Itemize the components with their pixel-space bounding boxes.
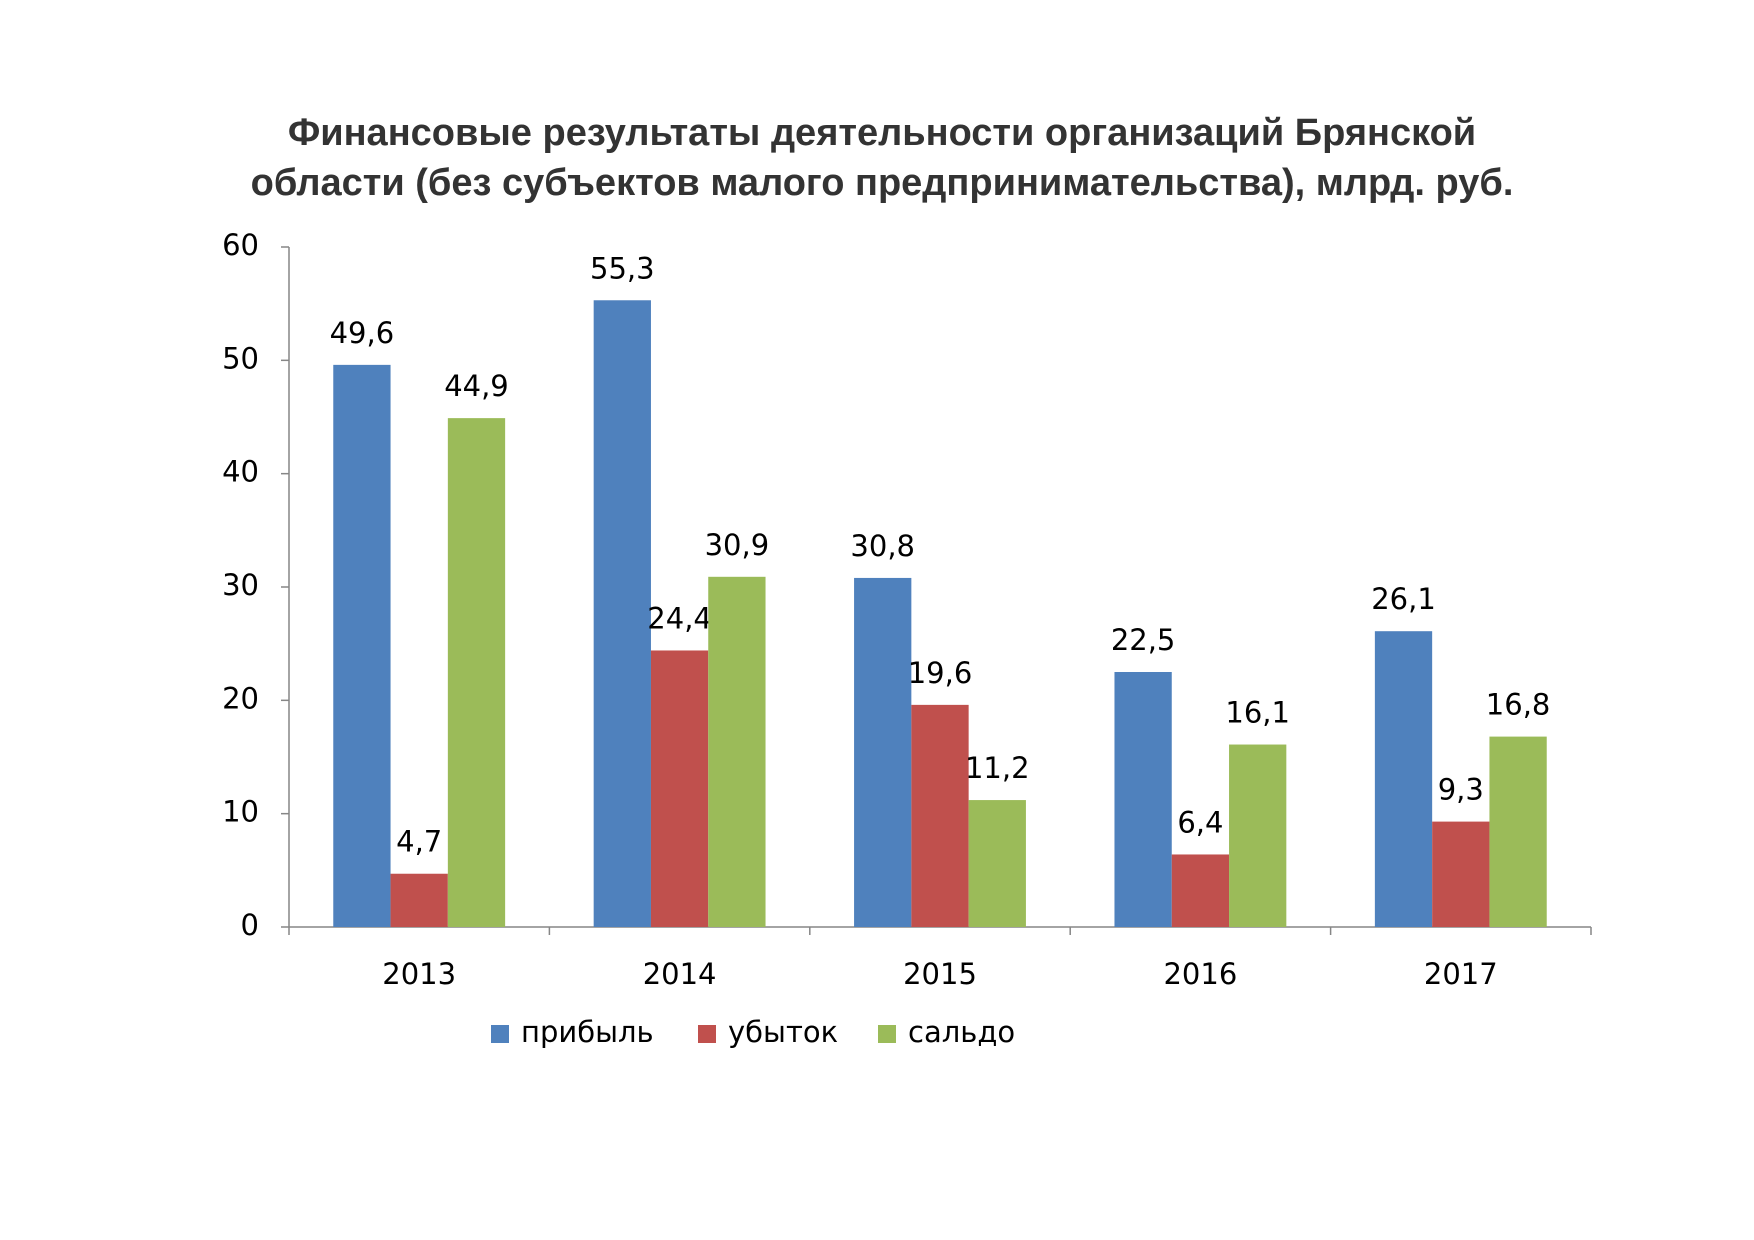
value-label: 30,8 [850, 529, 915, 563]
bar [911, 704, 969, 927]
bar [1489, 736, 1547, 927]
value-label: 49,6 [330, 316, 395, 350]
x-tick-label: 2013 [382, 957, 456, 991]
y-tick-label: 50 [222, 341, 259, 375]
bar [1374, 631, 1433, 927]
x-tick-label: 2014 [643, 957, 717, 991]
legend-swatch [878, 1025, 896, 1043]
value-label: 22,5 [1111, 623, 1176, 657]
y-tick-label: 0 [241, 908, 259, 942]
bar [333, 364, 391, 927]
bar [390, 873, 448, 927]
value-label: 55,3 [590, 251, 655, 285]
bar [708, 576, 766, 927]
legend-label: убыток [728, 1015, 838, 1049]
bar [854, 577, 912, 927]
bar [1114, 672, 1172, 927]
value-label: 24,4 [647, 601, 712, 635]
legend-swatch [491, 1025, 509, 1043]
chart-title: Финансовые результаты деятельности орган… [288, 112, 1476, 154]
legend-label: прибыль [521, 1015, 654, 1049]
legend-label: сальдо [908, 1015, 1015, 1049]
y-tick-label: 60 [222, 228, 259, 262]
bar [968, 800, 1026, 927]
bar [1432, 821, 1490, 927]
bar [650, 650, 709, 927]
x-tick-label: 2015 [903, 957, 977, 991]
x-tick-label: 2017 [1424, 957, 1498, 991]
bar [1171, 854, 1230, 927]
value-label: 19,6 [908, 656, 973, 690]
bar [447, 418, 506, 927]
value-label: 16,1 [1225, 696, 1290, 730]
bar [593, 300, 651, 927]
y-tick-label: 30 [222, 568, 259, 602]
chart-title: области (без субъектов малого предприним… [251, 162, 1514, 204]
y-tick-label: 10 [222, 795, 259, 829]
y-tick-label: 40 [222, 455, 259, 489]
y-tick-label: 20 [222, 681, 259, 715]
value-label: 26,1 [1371, 582, 1436, 616]
value-label: 4,7 [396, 825, 442, 859]
value-label: 30,9 [705, 528, 770, 562]
legend-swatch [698, 1025, 716, 1043]
x-tick-label: 2016 [1163, 957, 1237, 991]
value-label: 11,2 [965, 751, 1030, 785]
value-label: 6,4 [1177, 805, 1223, 839]
bar [1229, 744, 1287, 927]
value-label: 16,8 [1486, 688, 1551, 722]
value-label: 9,3 [1438, 773, 1484, 807]
value-label: 44,9 [444, 369, 509, 403]
